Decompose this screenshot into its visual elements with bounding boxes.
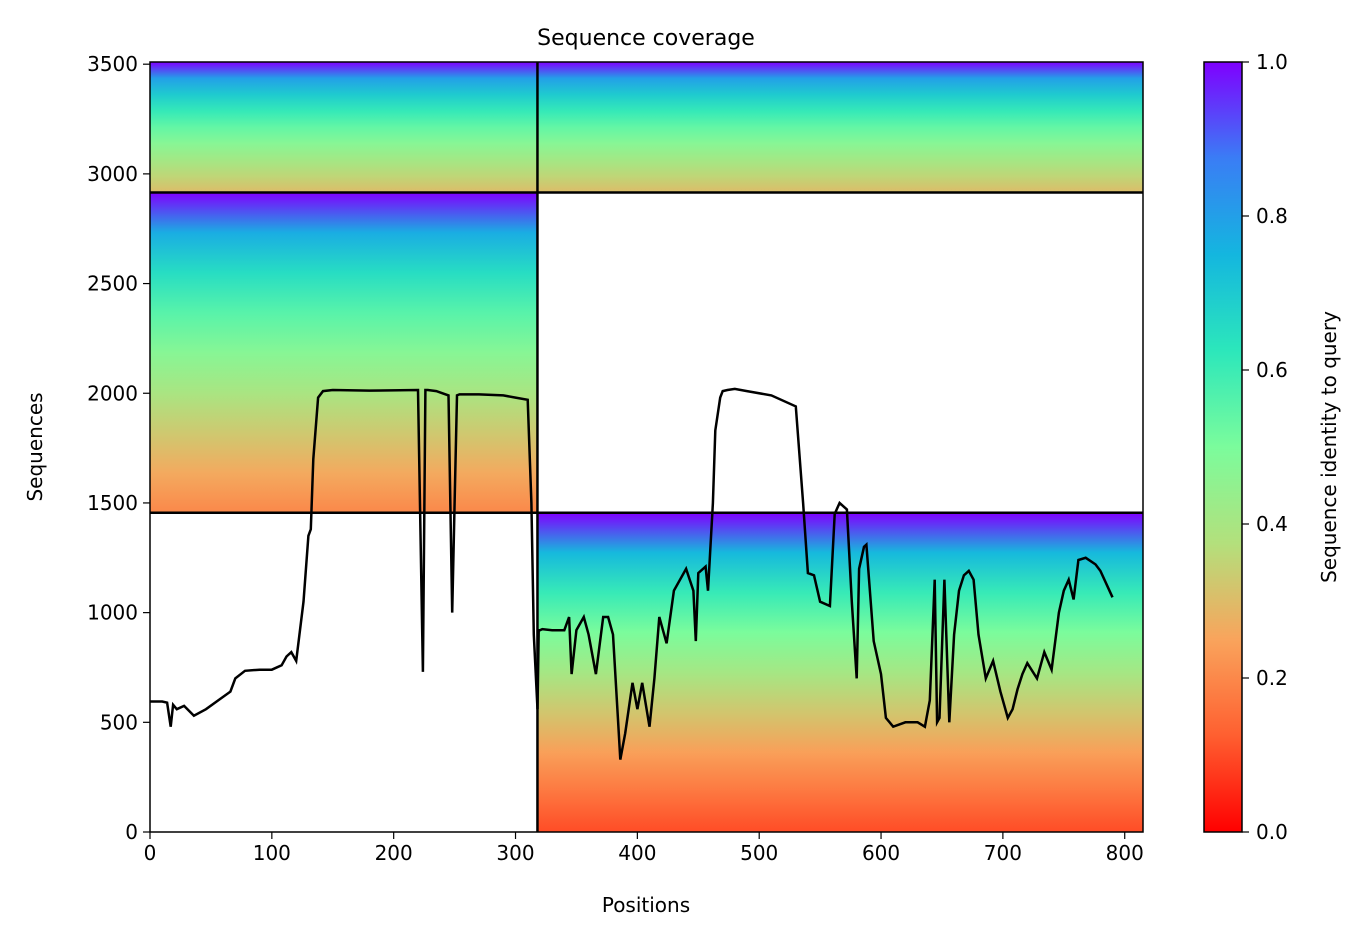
- colorbar: [1203, 61, 1243, 833]
- x-tick-label: 200: [375, 841, 413, 865]
- x-axis-ticks: 0 100 200 300 400 500 600 700 800: [144, 832, 1144, 865]
- y-axis-label: Sequences: [23, 392, 47, 501]
- coverage-block-3: [150, 62, 1143, 193]
- x-tick-label: 800: [1106, 841, 1144, 865]
- y-tick-label: 2000: [87, 381, 138, 405]
- colorbar-ticks: 0.0 0.2 0.4 0.6 0.8 1.0: [1242, 50, 1288, 844]
- plot-frame: [149, 61, 1144, 833]
- y-tick-label: 3000: [87, 162, 138, 186]
- colorbar-tick-label: 0.2: [1256, 666, 1288, 690]
- y-axis-ticks: 0 500 1000 1500 2000 2500 3000 3500: [87, 52, 150, 844]
- chart-title: Sequence coverage: [537, 26, 755, 51]
- colorbar-tick-label: 0.6: [1256, 358, 1288, 382]
- y-tick-label: 1000: [87, 601, 138, 625]
- x-tick-label: 400: [618, 841, 656, 865]
- x-axis-label: Positions: [602, 893, 690, 917]
- x-tick-label: 600: [862, 841, 900, 865]
- y-tick-label: 1500: [87, 491, 138, 515]
- plot-area: [150, 62, 1143, 832]
- x-tick-label: 0: [144, 841, 157, 865]
- colorbar-tick-label: 1.0: [1256, 50, 1288, 74]
- x-tick-label: 500: [740, 841, 778, 865]
- x-tick-label: 300: [496, 841, 534, 865]
- colorbar-tick-label: 0.8: [1256, 204, 1288, 228]
- colorbar-tick-label: 0.4: [1256, 512, 1288, 536]
- y-tick-label: 500: [100, 710, 138, 734]
- coverage-block-2: [537, 512, 1143, 832]
- coverage-block-1: [150, 192, 538, 513]
- x-tick-label: 700: [984, 841, 1022, 865]
- coverage-blocks: [150, 62, 1143, 832]
- y-tick-label: 0: [125, 820, 138, 844]
- x-tick-label: 100: [253, 841, 291, 865]
- y-tick-label: 3500: [87, 52, 138, 76]
- colorbar-label: Sequence identity to query: [1317, 311, 1341, 583]
- y-tick-label: 2500: [87, 272, 138, 296]
- colorbar-tick-label: 0.0: [1256, 820, 1288, 844]
- coverage-line: [150, 387, 1114, 760]
